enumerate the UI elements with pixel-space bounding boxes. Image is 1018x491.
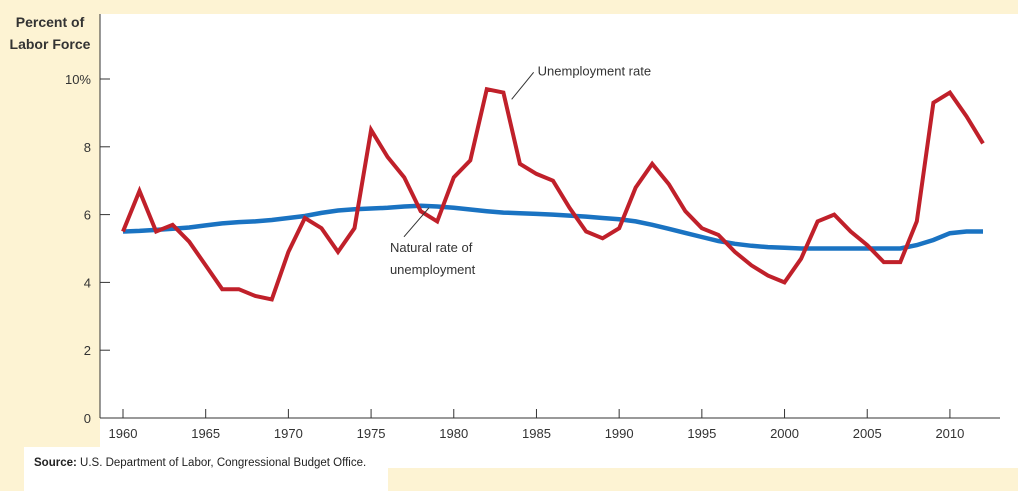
source-text: U.S. Department of Labor, Congressional …: [76, 457, 367, 469]
x-tick-label: 2000: [770, 426, 799, 441]
x-tick-label: 1980: [439, 426, 468, 441]
y-tick-label: 6: [84, 208, 91, 223]
series-layer: [121, 86, 985, 302]
source-label: Source:: [34, 457, 77, 469]
series-line-natural-rate: [122, 203, 983, 251]
x-tick-label: 1970: [274, 426, 303, 441]
x-tick-label: 1985: [522, 426, 551, 441]
annotation-leader-unemployment: [511, 72, 535, 100]
annotations: Unemployment rate Natural rate of unemploy…: [390, 63, 651, 276]
annotation-natural-rate-line2: unemployment: [390, 262, 476, 277]
x-tick-label: 1965: [191, 426, 220, 441]
axes: 0 2 4 6 8 10% 1960 1965 1970 1975 1980 1985 1990 1995…: [65, 14, 1000, 441]
x-tick-label: 2010: [935, 426, 964, 441]
y-tick-label: 4: [84, 275, 91, 290]
source-note: Source: U.S. Department of Labor, Congre…: [34, 457, 366, 469]
annotation-natural-rate-line1: Natural rate of: [390, 240, 473, 255]
y-tick-label: 2: [84, 343, 91, 358]
annotation-unemployment-rate: Unemployment rate: [538, 63, 651, 78]
annotation-leader-natural: [403, 207, 430, 238]
x-tick-label: 1975: [357, 426, 386, 441]
y-axis-label-line2: Labor Force: [10, 36, 91, 52]
y-tick-label: 0: [84, 411, 91, 426]
y-axis-label-line1: Percent of: [16, 14, 85, 30]
x-tick-label: 1990: [605, 426, 634, 441]
series-line-unemployment-rate: [121, 86, 985, 302]
source-panel: [24, 447, 388, 491]
y-tick-label: 10%: [65, 72, 91, 87]
y-tick-label: 8: [84, 140, 91, 155]
x-tick-label: 1960: [109, 426, 138, 441]
x-tick-label: 1995: [687, 426, 716, 441]
x-tick-label: 2005: [853, 426, 882, 441]
